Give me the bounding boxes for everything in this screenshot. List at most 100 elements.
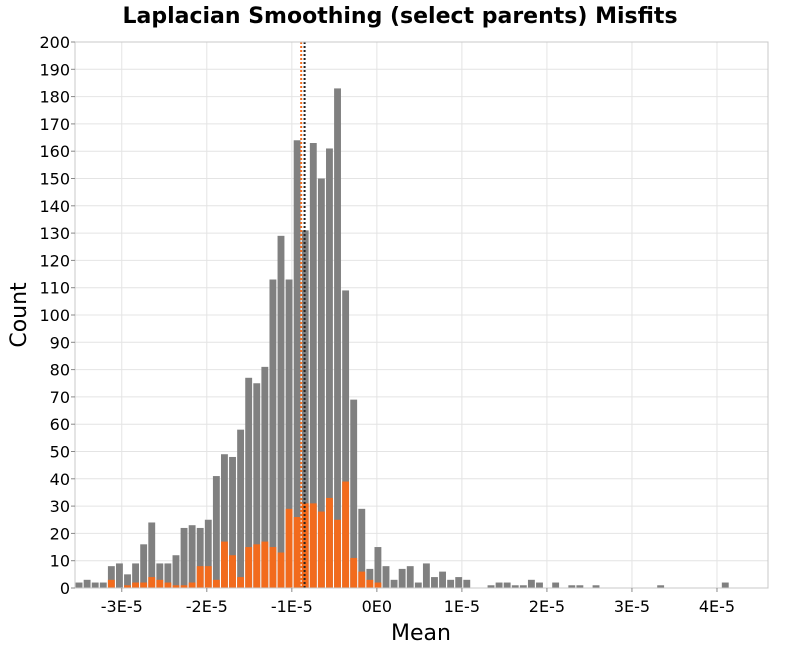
bar-all bbox=[431, 577, 438, 588]
x-tick-label: -2E-5 bbox=[186, 597, 228, 616]
bar-selected bbox=[326, 497, 333, 588]
bar-all bbox=[293, 140, 301, 588]
x-axis-ticks: -3E-5 -2E-5 -1E-5 0E0 1E-5 2E-5 3E-5 4E-5 bbox=[101, 588, 735, 616]
bar-all bbox=[107, 566, 115, 588]
bar-all bbox=[568, 585, 576, 588]
mean-lines bbox=[300, 42, 306, 588]
bar-all bbox=[221, 454, 228, 588]
bar-all bbox=[156, 563, 164, 588]
bar-all bbox=[204, 519, 212, 588]
bar-selected bbox=[196, 566, 204, 588]
bar-all bbox=[487, 585, 495, 588]
bar-all bbox=[334, 88, 341, 588]
bar-all bbox=[511, 585, 519, 588]
bar-all bbox=[592, 585, 600, 588]
bar-selected bbox=[269, 547, 277, 588]
bar-all bbox=[390, 579, 398, 588]
bar-all bbox=[317, 178, 325, 588]
bar-selected bbox=[293, 517, 301, 588]
bar-all bbox=[180, 527, 188, 588]
y-tick-label: 0 bbox=[60, 579, 70, 598]
bar-all bbox=[140, 544, 148, 588]
bar-all bbox=[495, 582, 503, 588]
bar-all bbox=[414, 582, 422, 588]
y-tick-label: 200 bbox=[39, 33, 70, 52]
bar-all bbox=[552, 582, 560, 588]
bar-all bbox=[188, 525, 196, 588]
y-tick-label: 80 bbox=[50, 361, 70, 380]
y-tick-label: 50 bbox=[50, 443, 70, 462]
bar-all bbox=[237, 429, 245, 588]
y-tick-label: 130 bbox=[39, 224, 70, 243]
y-tick-label: 180 bbox=[39, 88, 70, 107]
y-tick-label: 20 bbox=[50, 524, 70, 543]
grid-lines bbox=[75, 41, 768, 589]
bar-selected bbox=[212, 579, 220, 588]
bar-all bbox=[447, 579, 455, 588]
bar-selected bbox=[107, 579, 115, 588]
bar-all bbox=[309, 143, 317, 588]
bar-selected bbox=[221, 541, 228, 588]
y-tick-label: 170 bbox=[39, 115, 70, 134]
chart-title: Laplacian Smoothing (select parents) Mis… bbox=[122, 4, 677, 29]
bar-all bbox=[382, 566, 390, 588]
bar-selected bbox=[132, 582, 140, 588]
bars-selected-series bbox=[107, 481, 382, 588]
bar-all bbox=[406, 566, 414, 588]
bar-all bbox=[455, 577, 463, 588]
bar-selected bbox=[374, 582, 382, 588]
bar-all bbox=[132, 563, 140, 588]
y-tick-label: 190 bbox=[39, 60, 70, 79]
bar-selected bbox=[245, 547, 253, 588]
x-axis-label: Mean bbox=[391, 621, 451, 646]
y-tick-label: 160 bbox=[39, 142, 70, 161]
y-tick-label: 60 bbox=[50, 415, 70, 434]
y-tick-label: 100 bbox=[39, 306, 70, 325]
x-tick-label: 0E0 bbox=[362, 597, 392, 616]
bar-all bbox=[503, 582, 511, 588]
y-tick-label: 40 bbox=[50, 470, 70, 489]
x-tick-label: 4E-5 bbox=[699, 597, 735, 616]
x-tick-label: 1E-5 bbox=[444, 597, 480, 616]
bar-all bbox=[358, 508, 366, 588]
bar-all bbox=[657, 585, 665, 588]
bar-selected bbox=[261, 541, 269, 588]
y-axis-ticks: 0 10 20 30 40 50 60 70 80 90 100 110 120 130 140 150 160… bbox=[39, 33, 75, 598]
bar-selected bbox=[180, 585, 188, 588]
bar-all bbox=[75, 582, 83, 588]
bar-all bbox=[576, 585, 584, 588]
bar-all bbox=[342, 290, 350, 588]
bar-all bbox=[115, 563, 123, 588]
bar-selected bbox=[140, 582, 148, 588]
bar-all bbox=[422, 563, 430, 588]
bar-all bbox=[527, 579, 535, 588]
x-tick-label: -1E-5 bbox=[271, 597, 313, 616]
bar-all bbox=[439, 571, 446, 588]
y-tick-label: 70 bbox=[50, 388, 70, 407]
bar-selected bbox=[237, 577, 245, 588]
y-tick-label: 120 bbox=[39, 251, 70, 270]
bar-all bbox=[164, 563, 172, 588]
bar-all bbox=[172, 555, 180, 588]
bar-all bbox=[91, 582, 99, 588]
bar-selected bbox=[164, 582, 172, 588]
bar-all bbox=[374, 547, 382, 588]
x-tick-label: -3E-5 bbox=[101, 597, 143, 616]
bars-all-series bbox=[75, 88, 729, 588]
bar-all bbox=[196, 527, 204, 588]
bar-all bbox=[301, 230, 309, 588]
bar-all bbox=[350, 399, 358, 588]
bar-selected bbox=[317, 511, 325, 588]
bar-selected bbox=[309, 503, 317, 588]
x-tick-label: 3E-5 bbox=[614, 597, 650, 616]
bar-all bbox=[83, 579, 91, 588]
bar-all bbox=[285, 279, 293, 588]
bar-selected bbox=[334, 519, 341, 588]
bar-all bbox=[124, 574, 131, 588]
bar-selected bbox=[342, 481, 350, 588]
bar-selected bbox=[229, 555, 236, 588]
bar-selected bbox=[358, 571, 366, 588]
y-tick-label: 90 bbox=[50, 333, 70, 352]
bar-selected bbox=[172, 585, 180, 588]
bar-selected bbox=[277, 552, 285, 588]
